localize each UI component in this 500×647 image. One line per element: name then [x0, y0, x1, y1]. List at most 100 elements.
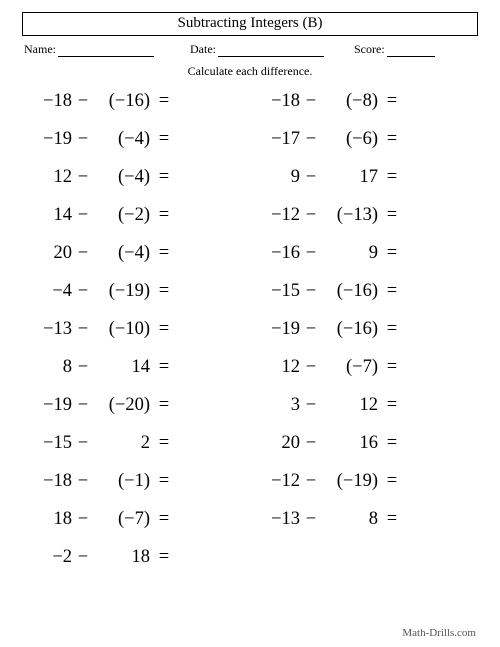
operand-b: 17 [322, 167, 378, 188]
score-field-line[interactable] [387, 42, 435, 57]
operator: − [300, 91, 322, 112]
operand-a: 8 [22, 357, 72, 378]
info-row: Name: Date: Score: [22, 42, 478, 57]
problems-area: −18−(−16)=−19−(−4)=12−(−4)=14−(−2)=20−(−… [22, 91, 478, 627]
operand-b: (−16) [322, 319, 378, 340]
operand-b: (−19) [94, 281, 150, 302]
operator: − [72, 357, 94, 378]
operand-b: (−13) [322, 205, 378, 226]
operator: − [300, 471, 322, 492]
operand-b: (−16) [94, 91, 150, 112]
operand-b: (−16) [322, 281, 378, 302]
operand-a: 9 [250, 167, 300, 188]
equals-sign: = [378, 357, 406, 378]
operator: − [300, 167, 322, 188]
equals-sign: = [150, 509, 178, 530]
problem-row: −19−(−4)= [22, 129, 250, 167]
operand-a: −19 [250, 319, 300, 340]
problems-column-left: −18−(−16)=−19−(−4)=12−(−4)=14−(−2)=20−(−… [22, 91, 250, 627]
operator: − [72, 167, 94, 188]
operator: − [300, 281, 322, 302]
operator: − [72, 395, 94, 416]
problem-row: 20−16= [250, 433, 478, 471]
problem-row: −18−(−8)= [250, 91, 478, 129]
operator: − [72, 319, 94, 340]
operator: − [72, 509, 94, 530]
operand-a: −13 [250, 509, 300, 530]
problem-row: −4−(−19)= [22, 281, 250, 319]
problem-row: −2−18= [22, 547, 250, 585]
equals-sign: = [150, 357, 178, 378]
problem-row: 20−(−4)= [22, 243, 250, 281]
operator: − [300, 509, 322, 530]
operator: − [72, 471, 94, 492]
operand-b: 8 [322, 509, 378, 530]
operand-b: (−4) [94, 243, 150, 264]
operand-b: 14 [94, 357, 150, 378]
operator: − [300, 129, 322, 150]
operand-a: −13 [22, 319, 72, 340]
operand-b: (−20) [94, 395, 150, 416]
operator: − [300, 357, 322, 378]
operand-a: 20 [22, 243, 72, 264]
operand-a: 12 [22, 167, 72, 188]
equals-sign: = [378, 471, 406, 492]
problem-row: −13−8= [250, 509, 478, 547]
equals-sign: = [150, 395, 178, 416]
operand-a: −18 [22, 91, 72, 112]
equals-sign: = [378, 129, 406, 150]
page-title: Subtracting Integers (B) [178, 15, 323, 31]
operator: − [72, 129, 94, 150]
operand-a: 12 [250, 357, 300, 378]
operand-b: (−1) [94, 471, 150, 492]
equals-sign: = [378, 281, 406, 302]
operator: − [72, 91, 94, 112]
operator: − [72, 205, 94, 226]
operand-a: −16 [250, 243, 300, 264]
equals-sign: = [378, 167, 406, 188]
equals-sign: = [378, 243, 406, 264]
operand-b: (−4) [94, 129, 150, 150]
title-box: Subtracting Integers (B) [22, 12, 478, 36]
operand-a: −15 [22, 433, 72, 454]
worksheet-page: Subtracting Integers (B) Name: Date: Sco… [0, 0, 500, 647]
equals-sign: = [378, 91, 406, 112]
problem-row: −13−(−10)= [22, 319, 250, 357]
equals-sign: = [150, 167, 178, 188]
operand-a: −2 [22, 547, 72, 568]
name-label: Name: [24, 42, 56, 57]
operand-a: −19 [22, 395, 72, 416]
operand-b: (−6) [322, 129, 378, 150]
problem-row: −15−(−16)= [250, 281, 478, 319]
equals-sign: = [378, 509, 406, 530]
operator: − [300, 395, 322, 416]
problem-row: −17−(−6)= [250, 129, 478, 167]
problem-row: −15−2= [22, 433, 250, 471]
problem-row: 14−(−2)= [22, 205, 250, 243]
operand-b: 9 [322, 243, 378, 264]
equals-sign: = [378, 205, 406, 226]
operand-a: 20 [250, 433, 300, 454]
operand-b: (−4) [94, 167, 150, 188]
problem-row: −19−(−16)= [250, 319, 478, 357]
problem-row: 8−14= [22, 357, 250, 395]
problem-row: 12−(−4)= [22, 167, 250, 205]
problem-row: −18−(−16)= [22, 91, 250, 129]
equals-sign: = [150, 471, 178, 492]
name-field-line[interactable] [58, 42, 154, 57]
problems-column-right: −18−(−8)=−17−(−6)=9−17=−12−(−13)=−16−9=−… [250, 91, 478, 627]
equals-sign: = [378, 319, 406, 340]
operand-a: −12 [250, 205, 300, 226]
equals-sign: = [150, 281, 178, 302]
operator: − [300, 205, 322, 226]
date-label: Date: [190, 42, 216, 57]
operator: − [300, 319, 322, 340]
operand-a: −4 [22, 281, 72, 302]
operand-b: 12 [322, 395, 378, 416]
operator: − [72, 547, 94, 568]
equals-sign: = [150, 433, 178, 454]
operand-a: −18 [250, 91, 300, 112]
date-field-line[interactable] [218, 42, 324, 57]
problem-row: 3−12= [250, 395, 478, 433]
equals-sign: = [150, 547, 178, 568]
